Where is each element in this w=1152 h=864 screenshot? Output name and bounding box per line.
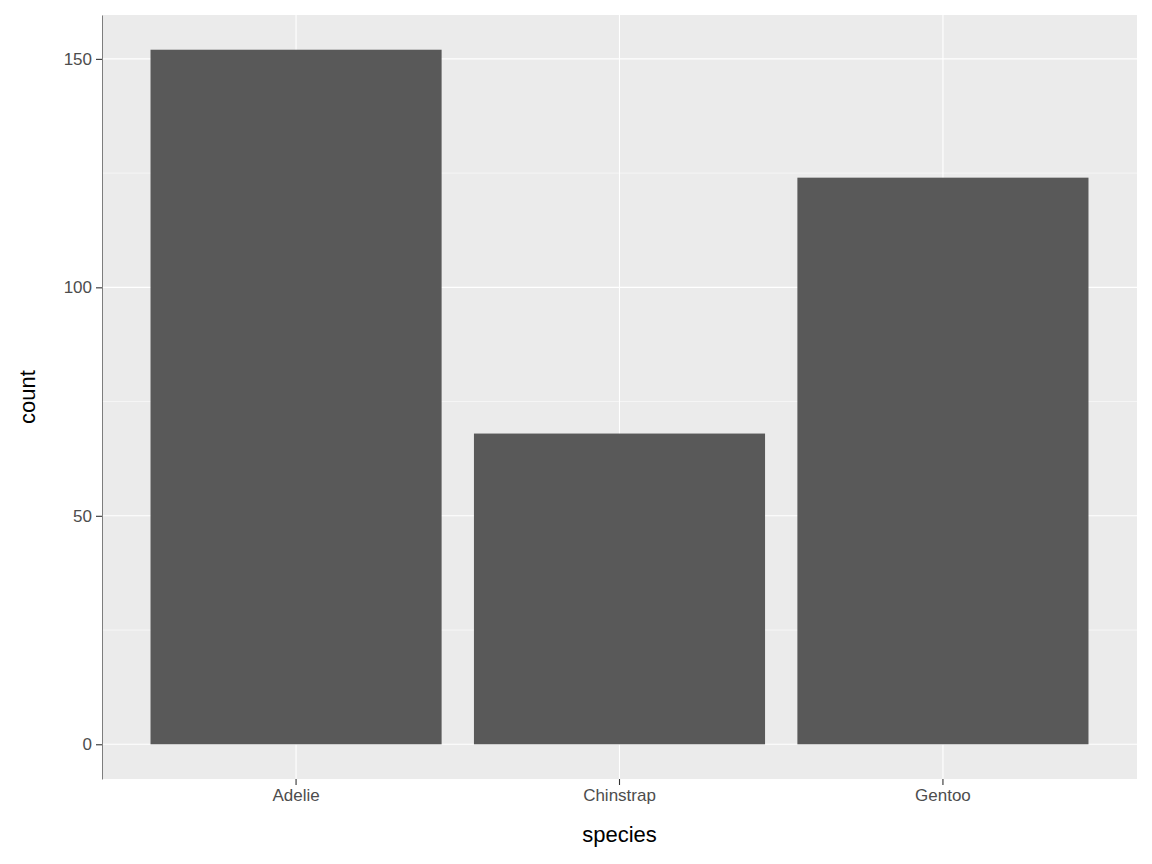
bar — [797, 178, 1088, 745]
bar — [474, 434, 765, 745]
y-tick-mark — [96, 287, 102, 288]
y-tick: 150 — [64, 50, 102, 69]
x-tick: Adelie — [272, 779, 319, 805]
y-tick-label: 50 — [73, 507, 92, 526]
x-tick: Chinstrap — [583, 779, 656, 805]
y-axis-title: count — [15, 370, 40, 424]
x-tick-mark — [619, 779, 620, 785]
y-tick-mark — [96, 516, 102, 517]
y-tick-mark — [96, 59, 102, 60]
y-tick-label: 0 — [83, 735, 92, 754]
y-tick: 0 — [83, 735, 102, 754]
panel-background — [102, 15, 1137, 779]
bar — [151, 50, 442, 745]
y-tick: 50 — [73, 507, 102, 526]
y-tick-mark — [96, 744, 102, 745]
y-axis-line — [102, 16, 103, 780]
y-axis: 0 50 100 150 — [64, 16, 103, 780]
x-tick-label: Chinstrap — [583, 786, 656, 805]
chart: 0 50 100 150 Adelie Chinstrap Gentoo species cou… — [0, 0, 1152, 864]
bars — [151, 50, 1089, 745]
x-axis-title: species — [582, 822, 657, 847]
y-tick-label: 150 — [64, 50, 92, 69]
x-tick-label: Gentoo — [915, 786, 971, 805]
y-tick: 100 — [64, 278, 102, 297]
x-tick-mark — [296, 779, 297, 785]
x-tick-label: Adelie — [272, 786, 319, 805]
x-tick: Gentoo — [915, 779, 971, 805]
grid — [102, 15, 1137, 779]
y-tick-label: 100 — [64, 278, 92, 297]
x-axis: Adelie Chinstrap Gentoo — [272, 779, 970, 805]
x-tick-mark — [942, 779, 943, 785]
